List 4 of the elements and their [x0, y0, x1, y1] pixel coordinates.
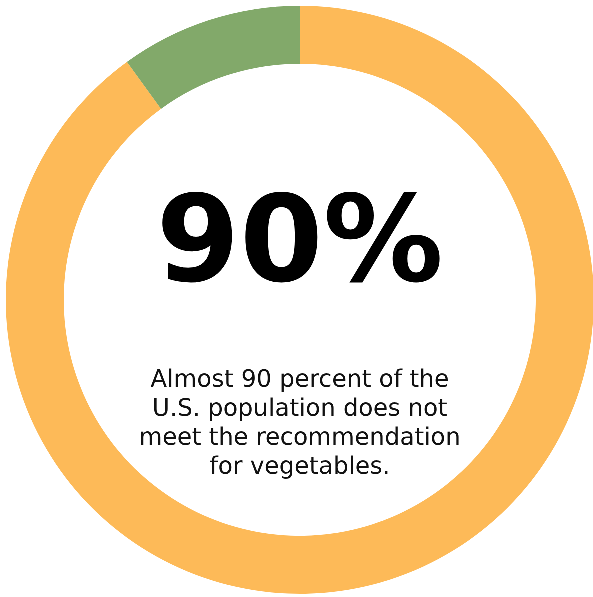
text: 90% — [156, 171, 444, 310]
donut-slice — [6, 6, 593, 594]
donut-slice — [127, 6, 300, 110]
text: Almost 90 percent of the U.S. population does not meet the recommendation for vegetables. — [139, 365, 461, 480]
